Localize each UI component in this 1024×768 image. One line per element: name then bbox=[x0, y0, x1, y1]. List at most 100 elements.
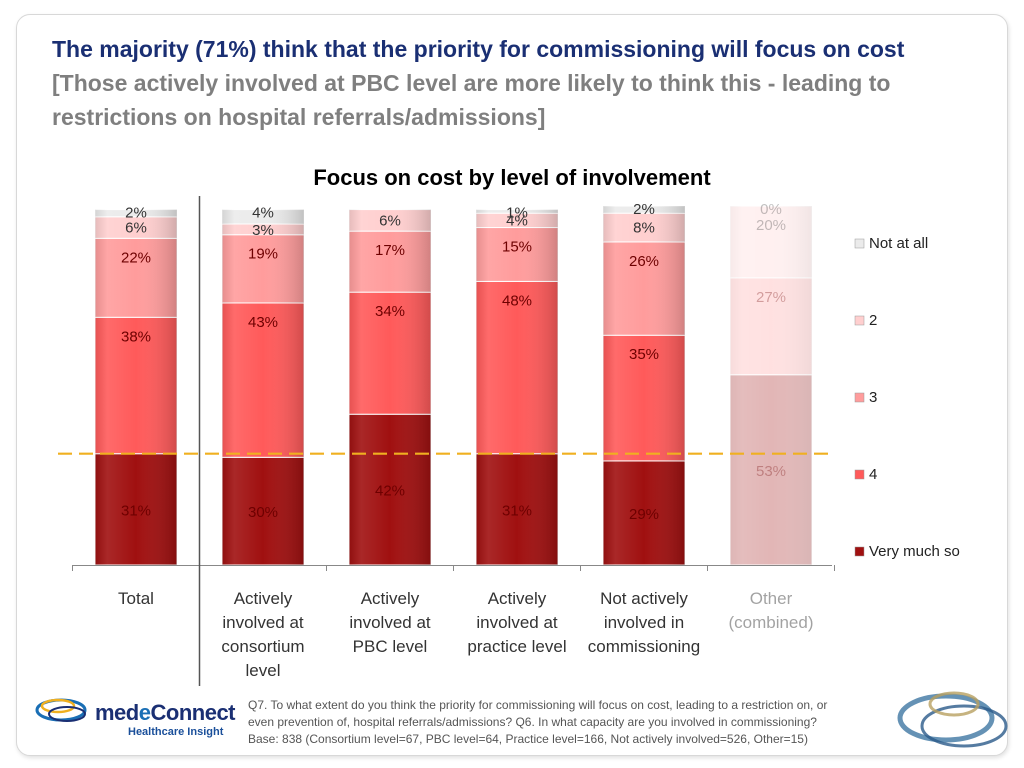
data-label: 27% bbox=[756, 289, 786, 306]
category-label: Actively involved at consortium level bbox=[221, 589, 304, 680]
category-label-line: consortium bbox=[221, 637, 304, 656]
bar-stack bbox=[221, 209, 305, 566]
category-label-line: PBC level bbox=[353, 637, 428, 656]
data-label: 34% bbox=[375, 303, 405, 320]
bar-segment-shade bbox=[603, 213, 685, 242]
chart-title: Focus on cost by level of involvement bbox=[313, 165, 711, 190]
footnote: Q7. To what extent do you think the prio… bbox=[248, 697, 908, 748]
data-label: 22% bbox=[121, 249, 151, 266]
bar-stack bbox=[602, 205, 686, 566]
data-label: 6% bbox=[379, 212, 401, 229]
category-label-line: level bbox=[246, 661, 281, 680]
data-label: 42% bbox=[375, 483, 405, 500]
slide-title: The majority (71%) think that the priori… bbox=[52, 32, 982, 134]
data-label: 31% bbox=[502, 502, 532, 519]
data-label: 26% bbox=[629, 253, 659, 270]
data-label: 30% bbox=[248, 504, 278, 521]
legend-item: Not at all bbox=[854, 235, 928, 252]
category-label-line: involved at bbox=[222, 613, 304, 632]
data-label: 48% bbox=[502, 292, 532, 309]
category-label: Other (combined) bbox=[728, 589, 813, 632]
bar-segment-shade bbox=[730, 206, 812, 278]
bar-segment-shade bbox=[349, 209, 431, 232]
bar-segment-shade bbox=[603, 335, 685, 461]
bar-segment-shade bbox=[349, 414, 431, 565]
bar-stack bbox=[475, 209, 559, 566]
data-label: 29% bbox=[629, 506, 659, 523]
logo-brand: medeConnect bbox=[95, 700, 235, 725]
bar-stack bbox=[348, 209, 432, 566]
category-label-line: commissioning bbox=[588, 637, 700, 656]
bar-label-group: 29% 35% 26% 8% 2% bbox=[629, 201, 659, 523]
medeconnect-logo: medeConnect Healthcare Insight bbox=[34, 692, 244, 742]
bar-label-group: 30% 43% 19% 3%4% bbox=[248, 205, 278, 522]
legend-label: 3 bbox=[869, 389, 877, 406]
legend-item: 3 bbox=[854, 389, 877, 406]
logo-tagline: Healthcare Insight bbox=[128, 726, 224, 738]
legend-swatch bbox=[854, 315, 865, 326]
legend-swatch bbox=[854, 546, 865, 557]
bar-label-group: 31% 38% 22% 6%2% bbox=[121, 205, 151, 520]
data-label: 8% bbox=[633, 220, 655, 237]
data-label: 1% bbox=[506, 205, 528, 222]
data-label: 35% bbox=[629, 346, 659, 363]
legend-swatch bbox=[854, 392, 865, 403]
bar-segment-shade bbox=[95, 453, 177, 565]
bar-segment-shade bbox=[730, 277, 812, 375]
bar-stack bbox=[729, 205, 813, 566]
logo-swoosh-icon bbox=[35, 698, 87, 722]
legend-item: 2 bbox=[854, 312, 877, 329]
category-label-line: Other bbox=[750, 589, 793, 608]
category-label-line: practice level bbox=[467, 637, 566, 656]
bar-segment-shade bbox=[222, 302, 304, 458]
bar-segment-shade bbox=[222, 234, 304, 303]
data-label: 38% bbox=[121, 328, 151, 345]
category-label-line: (combined) bbox=[728, 613, 813, 632]
bar-segment-shade bbox=[603, 460, 685, 565]
bar-segment-shade bbox=[476, 453, 558, 565]
data-label: 2% bbox=[633, 201, 655, 218]
bar-segment-shade bbox=[476, 281, 558, 454]
category-label: Actively involved at practice level bbox=[467, 589, 566, 656]
bar-label-group: 31% 48% 15% 4%1% bbox=[502, 205, 532, 520]
bar-segment-shade bbox=[349, 292, 431, 415]
data-label: 2% bbox=[125, 205, 147, 222]
category-label: Actively involved at PBC level bbox=[349, 589, 431, 656]
data-label: 19% bbox=[248, 246, 278, 263]
data-label: 4% bbox=[252, 205, 274, 222]
data-label: 43% bbox=[248, 314, 278, 331]
legend-label: Very much so bbox=[869, 543, 960, 560]
data-label: 0% bbox=[760, 201, 782, 218]
data-label: 17% bbox=[375, 242, 405, 259]
bar-segment-shade bbox=[222, 209, 304, 224]
bar-segment-shade bbox=[222, 223, 304, 235]
legend-label: Not at all bbox=[869, 235, 928, 252]
category-label: Not actively involved in commissioning bbox=[588, 589, 700, 656]
legend-item: 4 bbox=[854, 466, 877, 483]
footnote-line: Base: 838 (Consortium level=67, PBC leve… bbox=[248, 732, 808, 746]
bar-segment-shade bbox=[476, 209, 558, 214]
data-label: 4% bbox=[506, 212, 528, 229]
category-label-line: Total bbox=[118, 589, 154, 608]
category-label-line: Actively bbox=[234, 589, 293, 608]
bar-label-group: 53% 27% 20%0% bbox=[756, 201, 786, 480]
bar-segment-shade bbox=[95, 317, 177, 454]
bar-segment-shade bbox=[730, 374, 812, 565]
category-label-line: involved at bbox=[476, 613, 558, 632]
bar-segment-shade bbox=[95, 209, 177, 217]
legend-item: Very much so bbox=[854, 543, 960, 560]
data-label: 31% bbox=[121, 502, 151, 519]
title-main: The majority (71%) think that the priori… bbox=[52, 36, 905, 62]
legend-label: 4 bbox=[869, 466, 877, 483]
data-label: 6% bbox=[125, 220, 147, 237]
bar-label-group: 42% 34% 17% 6% bbox=[375, 212, 405, 499]
bar-segment-shade bbox=[349, 231, 431, 293]
data-label: 3% bbox=[252, 222, 274, 239]
legend-label: 2 bbox=[869, 312, 877, 329]
bar-segment-shade bbox=[603, 206, 685, 214]
bar-segment-shade bbox=[476, 227, 558, 282]
bar-stack bbox=[94, 209, 178, 566]
category-label-line: Actively bbox=[361, 589, 420, 608]
data-label: 15% bbox=[502, 239, 532, 256]
